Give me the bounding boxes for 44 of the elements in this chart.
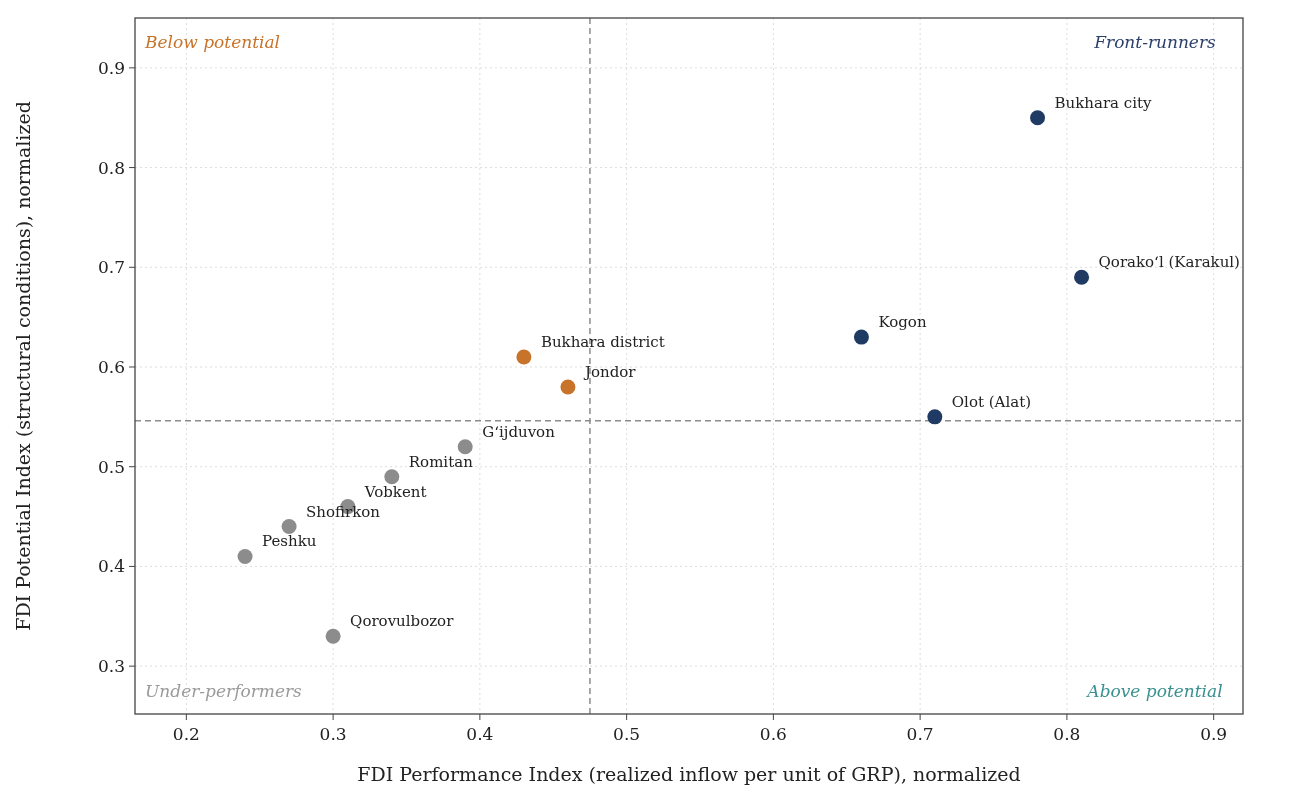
y-axis-title: FDI Potential Index (structural conditions), normalized — [12, 101, 34, 631]
point — [853, 329, 869, 345]
y-tick-label: 0.9 — [97, 57, 125, 78]
x-tick-label: 0.9 — [1200, 724, 1228, 744]
point — [927, 409, 943, 425]
annotation: Shofirkon — [306, 502, 381, 521]
annotation: Qorovulbozor — [350, 612, 455, 631]
annotation: Olot (Alat) — [951, 392, 1032, 411]
x-tick-label: 0.6 — [759, 724, 787, 744]
annotation: G‘ijduvon — [482, 422, 556, 441]
point — [1030, 110, 1046, 126]
annotation: Under-performers — [145, 681, 303, 701]
point — [1074, 269, 1090, 285]
x-tick-label: 0.3 — [319, 724, 347, 744]
annotation: Jondor — [582, 362, 637, 381]
y-tick-label: 0.7 — [97, 257, 125, 278]
x-tick-label: 0.7 — [906, 724, 934, 744]
y-tick-label: 0.5 — [97, 456, 125, 477]
x-tick-label: 0.5 — [613, 724, 641, 744]
y-tick-label: 0.3 — [97, 656, 125, 677]
point — [560, 379, 576, 395]
annotation: Kogon — [878, 313, 927, 332]
point — [281, 519, 297, 535]
point — [237, 548, 253, 564]
point — [457, 439, 473, 455]
y-tick-label: 0.4 — [97, 556, 125, 577]
annotation: Below potential — [144, 32, 280, 52]
y-tick-label: 0.6 — [97, 357, 125, 377]
x-tick-label: 0.8 — [1053, 724, 1081, 744]
annotation: Qorako‘l (Karakul) — [1098, 253, 1240, 272]
annotation: Front-runners — [1093, 32, 1217, 52]
annotation: Bukhara city — [1054, 93, 1153, 112]
x-tick-label: 0.2 — [172, 724, 200, 744]
y-tick-label: 0.8 — [97, 157, 125, 178]
annotation: Vobkent — [363, 482, 427, 501]
annotation: Above potential — [1085, 681, 1223, 701]
annotation: Bukhara district — [540, 333, 665, 352]
point — [516, 349, 532, 365]
x-tick-label: 0.4 — [466, 724, 494, 744]
annotation: Romitan — [408, 452, 474, 471]
x-axis-title: FDI Performance Index (realized inflow per unit of GRP), normalized — [357, 763, 1021, 785]
annotation: Peshku — [262, 532, 317, 551]
point — [384, 469, 400, 485]
point — [325, 628, 341, 644]
